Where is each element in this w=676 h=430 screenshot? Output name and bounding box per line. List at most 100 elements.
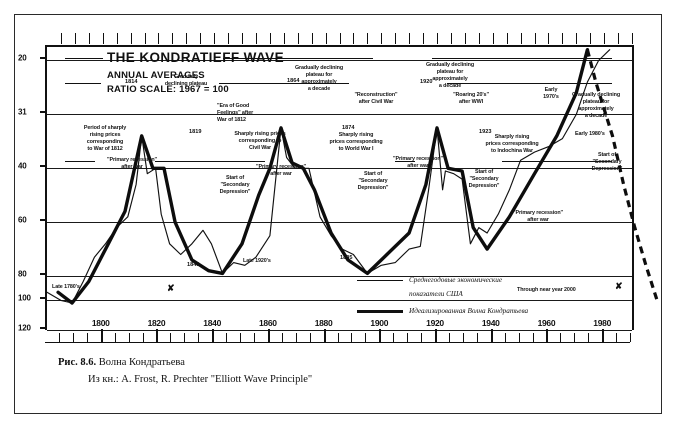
x-tick-minor bbox=[184, 333, 186, 342]
x-tick-major bbox=[435, 329, 437, 342]
annotation-late-1780s: Late 1780's bbox=[52, 284, 80, 290]
top-tick bbox=[186, 33, 188, 44]
x-tick-major bbox=[267, 329, 270, 342]
arrow-down-icon: ✘ bbox=[615, 281, 623, 291]
legend-label-0: Среднегодовые экономические bbox=[409, 276, 503, 284]
caption-line-2: Из кн.: A. Frost, R. Prechter "Elliott W… bbox=[88, 374, 313, 385]
x-tick-minor bbox=[518, 333, 520, 342]
top-tick bbox=[548, 33, 550, 44]
gridline-100 bbox=[47, 114, 632, 116]
x-tick-minor bbox=[128, 333, 130, 342]
leader-60-left bbox=[65, 161, 95, 162]
x-tick-minor bbox=[198, 333, 200, 342]
top-tick bbox=[130, 33, 132, 44]
x-tick-label-1880: 1880 bbox=[314, 318, 333, 328]
caption-line-1: Рис. 8.6. Волна Кондратьева bbox=[58, 357, 185, 368]
top-tick-ruler bbox=[47, 33, 633, 47]
annotation-primary-recession-4: "Primary recession" after war bbox=[513, 210, 563, 224]
top-tick bbox=[74, 33, 76, 44]
x-tick-label-1980: 1980 bbox=[593, 318, 611, 328]
year-marker-1923: 1923 bbox=[479, 129, 492, 135]
x-tick-minor bbox=[240, 333, 241, 342]
gridline-31 bbox=[47, 300, 632, 302]
gridline-60 bbox=[47, 222, 632, 224]
top-tick bbox=[116, 33, 118, 44]
annotation-late-1920s: Late 1920's bbox=[243, 258, 271, 264]
top-tick bbox=[618, 33, 620, 44]
x-tick-minor bbox=[281, 333, 283, 342]
annotation-through-2000: Through near year 2000 bbox=[517, 287, 576, 293]
x-tick-minor bbox=[462, 333, 464, 342]
x-tick-minor bbox=[295, 333, 297, 342]
x-tick-major bbox=[490, 329, 493, 342]
year-marker-1814: 1814 bbox=[125, 79, 138, 85]
top-tick bbox=[339, 33, 341, 44]
chart-subtitle-2: RATIO SCALE: 1967 = 100 bbox=[107, 84, 229, 95]
chart-subtitle-1: ANNUAL AVERAGES bbox=[107, 70, 205, 81]
top-tick bbox=[520, 33, 522, 44]
annotation-sharply-indochina: Sharply rising prices corresponding to I… bbox=[485, 134, 539, 155]
x-tick-minor bbox=[393, 333, 395, 342]
x-tick-label-1940: 1940 bbox=[481, 318, 500, 328]
top-tick bbox=[534, 33, 536, 44]
top-tick bbox=[325, 33, 327, 44]
leader-subtitle bbox=[65, 83, 101, 84]
x-axis-line bbox=[45, 342, 630, 343]
x-tick-major bbox=[212, 329, 215, 342]
x-tick-minor bbox=[142, 333, 144, 342]
x-tick-minor bbox=[114, 333, 116, 342]
leader-60-mid bbox=[155, 161, 265, 162]
annotation-sharply-civil-war: Sharply rising prices corresponding to C… bbox=[234, 131, 286, 152]
top-tick bbox=[576, 33, 578, 44]
gridline-80 bbox=[47, 168, 632, 170]
gridline-20 bbox=[47, 330, 632, 331]
x-tick-label-1800: 1800 bbox=[91, 318, 110, 328]
x-tick-minor bbox=[448, 333, 450, 342]
x-tick-minor bbox=[58, 333, 60, 342]
top-tick bbox=[492, 33, 494, 44]
year-marker-1864: 1864 bbox=[287, 78, 300, 84]
x-tick-minor bbox=[337, 333, 339, 342]
top-tick bbox=[255, 33, 257, 44]
x-tick-minor bbox=[630, 333, 631, 342]
x-tick-minor bbox=[574, 333, 576, 342]
chart-legend: Среднегодовые экономические показатели С… bbox=[357, 270, 627, 320]
legend-swatch-thin bbox=[357, 279, 403, 281]
top-tick bbox=[60, 33, 62, 44]
x-tick-minor bbox=[253, 333, 255, 342]
top-tick bbox=[604, 33, 606, 44]
year-marker-1819: 1819 bbox=[189, 129, 202, 135]
annotation-start-secondary-1: Start of "Secondary Depression" bbox=[219, 175, 251, 196]
x-tick-minor bbox=[351, 333, 353, 342]
top-tick bbox=[311, 33, 313, 44]
x-tick-minor bbox=[616, 333, 618, 342]
annotation-primary-recession-1: "Primary recession" after war bbox=[107, 157, 157, 171]
top-tick bbox=[353, 33, 355, 44]
legend-swatch-thick bbox=[357, 309, 403, 313]
annotation-gradually-declining-1: Gradually declining plateau bbox=[164, 74, 208, 88]
x-tick-minor bbox=[365, 333, 367, 342]
top-tick bbox=[214, 33, 216, 44]
annotation-primary-recession-3: "Primary recession" after war bbox=[393, 156, 443, 170]
leader-title bbox=[65, 58, 103, 59]
gridline-120 bbox=[47, 60, 632, 62]
legend-label-2: Идеализированная Волна Кондратьева bbox=[409, 307, 529, 315]
leader-title-far-right bbox=[432, 58, 612, 59]
legend-label-1: показатели США bbox=[409, 290, 463, 298]
top-tick bbox=[283, 33, 285, 44]
caption-title: Волна Кондратьева bbox=[98, 357, 185, 368]
top-tick bbox=[102, 33, 104, 44]
annotation-gradually-declining-4: Gradually declining plateau for approxim… bbox=[571, 92, 621, 120]
x-tick-minor bbox=[560, 333, 562, 342]
gridline-40 bbox=[47, 276, 632, 278]
x-tick-minor bbox=[226, 333, 228, 342]
x-tick-minor bbox=[86, 333, 88, 342]
year-marker-1920: 1920 bbox=[420, 79, 433, 85]
top-tick bbox=[409, 33, 411, 44]
annotation-gradually-declining-2: Gradually declining plateau for approxim… bbox=[294, 65, 344, 93]
top-tick bbox=[423, 33, 425, 44]
x-tick-minor bbox=[72, 333, 74, 342]
series-idealized-wave bbox=[56, 48, 590, 305]
annotation-early-1980s: Early 1980's bbox=[575, 131, 605, 137]
top-tick bbox=[158, 33, 160, 44]
